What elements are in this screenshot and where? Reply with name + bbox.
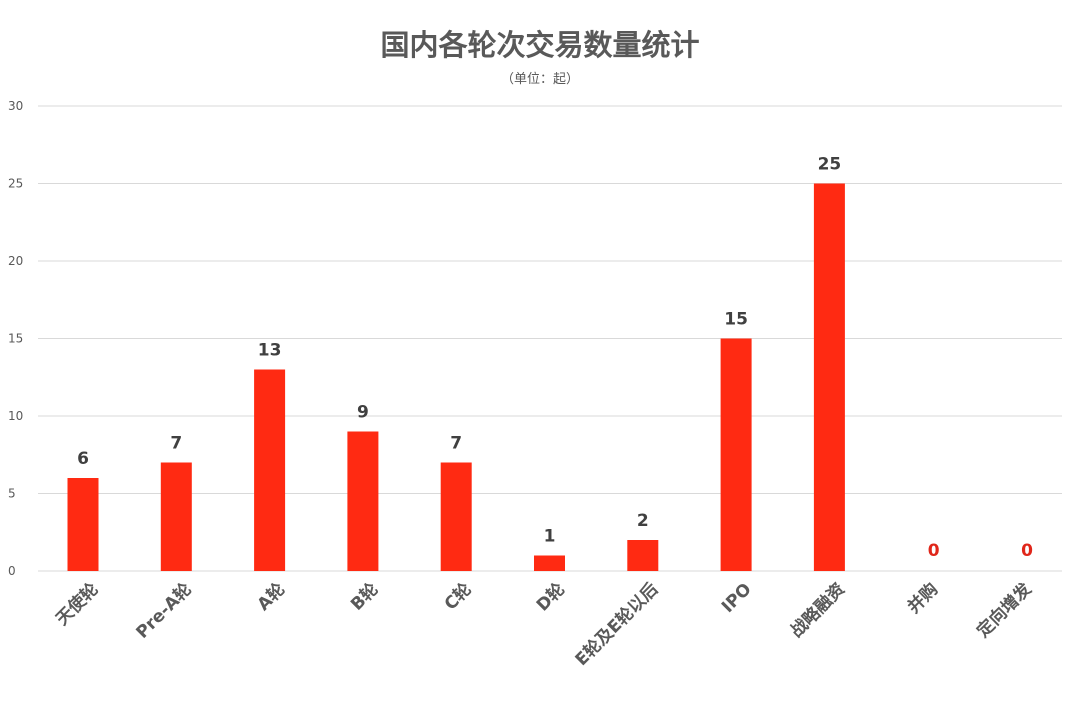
value-label: 2 (637, 511, 649, 531)
x-tick-label: 战略融资 (786, 579, 849, 642)
y-tick-label: 10 (8, 409, 23, 423)
x-tick-label: 天使轮 (52, 579, 103, 630)
value-label: 9 (357, 403, 369, 423)
value-label: 25 (818, 155, 842, 175)
x-tick-label: 并购 (903, 579, 942, 618)
x-tick-label: E轮及E轮以后 (571, 579, 662, 670)
x-tick-label: A轮 (253, 579, 289, 615)
x-tick-label: D轮 (532, 579, 569, 616)
y-tick-label: 25 (8, 177, 23, 191)
y-tick-label: 0 (8, 564, 16, 578)
y-tick-label: 15 (8, 332, 23, 346)
value-label: 0 (928, 541, 940, 561)
bars (67, 183, 845, 571)
value-label: 7 (450, 434, 462, 454)
y-axis: 0 5 10 15 20 25 30 (8, 99, 23, 578)
bar (160, 462, 192, 571)
bar (440, 462, 472, 571)
x-tick-label: B轮 (346, 579, 382, 615)
x-tick-label: C轮 (440, 579, 476, 615)
x-tick-label: 定向增发 (973, 578, 1037, 642)
bar (534, 555, 565, 571)
value-label: 15 (724, 310, 748, 330)
bar (254, 369, 286, 571)
x-tick-label: Pre-A轮 (132, 579, 196, 643)
x-axis: 天使轮 Pre-A轮 A轮 B轮 C轮 D轮 E轮及E轮以后 IPO 战略融资 并购 定向增发 (52, 578, 1037, 670)
bar (347, 431, 379, 571)
bar (67, 478, 99, 571)
value-label: 0 (1021, 541, 1033, 561)
chart-title: 国内各轮次交易数量统计 (380, 28, 700, 62)
y-tick-label: 30 (8, 99, 23, 113)
y-tick-label: 20 (8, 254, 23, 268)
value-labels: 6 7 13 9 7 1 2 15 25 0 0 (77, 155, 1033, 562)
bar (627, 540, 659, 571)
bar (813, 183, 845, 571)
y-tick-label: 5 (8, 487, 16, 501)
value-label: 7 (170, 434, 182, 454)
value-label: 1 (544, 527, 556, 547)
chart-subtitle: （单位：起） (500, 72, 579, 87)
bar (720, 338, 752, 571)
value-label: 6 (77, 449, 89, 469)
value-label: 13 (258, 341, 282, 361)
x-tick-label: IPO (718, 579, 756, 617)
